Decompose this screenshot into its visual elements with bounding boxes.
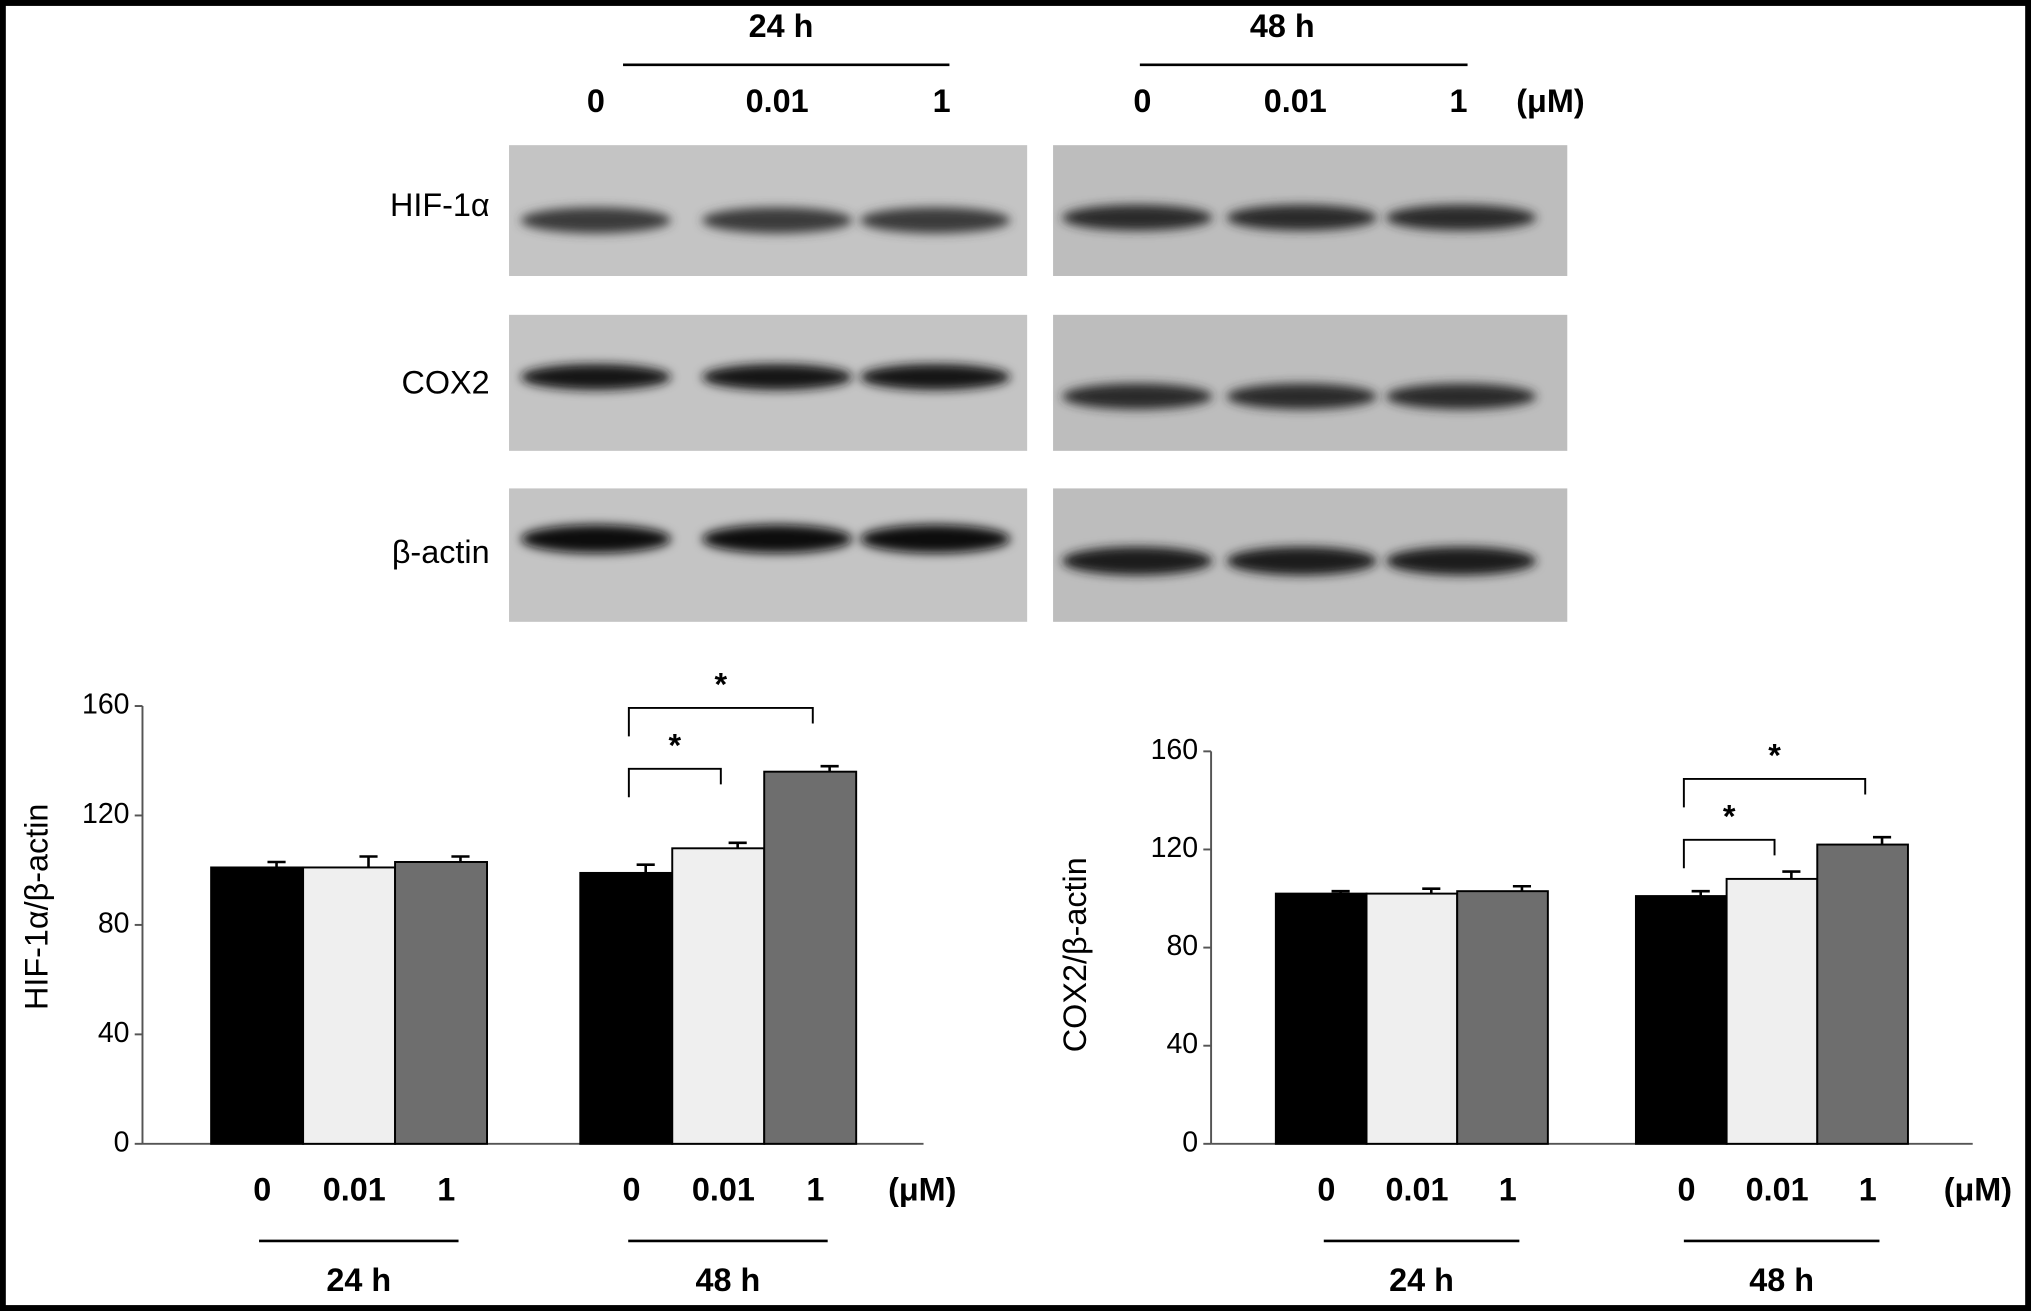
- x-tick-label: 0.01: [1746, 1171, 1809, 1207]
- blot-panel: [509, 488, 1028, 622]
- blot-images: [509, 145, 1568, 622]
- blot-row-label: HIF-1α: [390, 187, 490, 223]
- blot-unit: (μM): [1516, 83, 1584, 119]
- blot-panel: [1053, 314, 1568, 451]
- x-tick-label: 0: [1677, 1171, 1695, 1207]
- bar: [1365, 892, 1459, 1145]
- x-tick-label: 1: [1859, 1171, 1877, 1207]
- blot-band: [860, 364, 1011, 390]
- blot-dose: 1: [1449, 83, 1467, 119]
- significance-bracket: [1682, 777, 1867, 808]
- x-tick-label: 1: [1499, 1171, 1517, 1207]
- blot-band: [860, 207, 1011, 234]
- x-tick-label: 0: [622, 1171, 640, 1207]
- x-tick-label: 1: [806, 1171, 824, 1207]
- blot-dose: 0: [1133, 83, 1151, 119]
- x-tick-label: 0: [1317, 1171, 1335, 1207]
- blot-band: [520, 207, 671, 234]
- y-tick-label: 120: [1151, 832, 1199, 864]
- bar: [1816, 843, 1909, 1145]
- blot-band: [1062, 383, 1213, 410]
- significance-mark: *: [715, 667, 728, 703]
- x-unit-label: (μM): [1944, 1171, 2012, 1207]
- bar: [302, 866, 397, 1145]
- bar: [1456, 890, 1549, 1145]
- y-axis-title: COX2/β-actin: [1057, 857, 1093, 1052]
- y-tick-label: 80: [98, 907, 130, 939]
- group-label: 48 h: [1749, 1262, 1814, 1298]
- blot-band: [1226, 546, 1377, 576]
- blot-band: [1385, 383, 1537, 410]
- y-tick-label: 0: [114, 1126, 130, 1158]
- x-tick-label: 0.01: [323, 1171, 386, 1207]
- bar: [1725, 877, 1819, 1145]
- significance-bracket: [627, 706, 814, 737]
- significance-bracket: [1682, 838, 1776, 869]
- y-tick-label: 40: [1166, 1028, 1198, 1060]
- blot-band: [1226, 204, 1377, 231]
- x-unit-label: (μM): [888, 1171, 956, 1207]
- blot-band: [702, 524, 853, 554]
- blot-dose: 1: [933, 83, 951, 119]
- significance-bracket: [627, 767, 722, 798]
- blot-band: [702, 207, 853, 234]
- blot-band: [520, 364, 671, 390]
- y-tick-label: 160: [1151, 734, 1199, 766]
- bar: [1274, 892, 1368, 1145]
- x-tick-label: 0.01: [692, 1171, 755, 1207]
- y-tick-label: 0: [1182, 1126, 1198, 1158]
- blot-band: [1385, 546, 1537, 576]
- group-label: 48 h: [696, 1262, 761, 1298]
- bar: [210, 866, 305, 1145]
- blot-band: [1385, 204, 1537, 231]
- blot-band: [1062, 546, 1213, 576]
- blot-band: [860, 524, 1011, 554]
- bar: [579, 871, 674, 1145]
- y-axis-title: HIF-1α/β-actin: [18, 804, 54, 1010]
- blot-band: [1062, 204, 1213, 231]
- bar: [763, 770, 858, 1145]
- y-tick-label: 40: [98, 1017, 130, 1049]
- x-tick-label: 0.01: [1386, 1171, 1449, 1207]
- x-tick-label: 1: [437, 1171, 455, 1207]
- group-label: 24 h: [326, 1262, 391, 1298]
- y-tick-label: 160: [82, 689, 130, 721]
- blot-band: [520, 524, 671, 554]
- blot-row-label: β-actin: [392, 534, 490, 570]
- bar: [1634, 895, 1728, 1145]
- blot-dose: 0: [587, 83, 605, 119]
- blot-band: [702, 364, 853, 390]
- bar: [394, 861, 488, 1145]
- y-tick-label: 80: [1166, 930, 1198, 962]
- significance-mark: *: [1723, 799, 1736, 835]
- bar: [671, 847, 766, 1145]
- significance-mark: *: [1768, 738, 1781, 774]
- blot-dose: 0.01: [746, 83, 809, 119]
- y-tick-label: 120: [82, 798, 130, 830]
- blot-band: [1226, 383, 1377, 410]
- significance-mark: *: [669, 728, 682, 764]
- group-label: 24 h: [1389, 1262, 1454, 1298]
- blot-dose: 0.01: [1264, 83, 1327, 119]
- blot-time-label: 24 h: [749, 8, 814, 44]
- blot-time-label: 48 h: [1250, 8, 1315, 44]
- x-tick-label: 0: [253, 1171, 271, 1207]
- blot-row-label: COX2: [401, 364, 489, 400]
